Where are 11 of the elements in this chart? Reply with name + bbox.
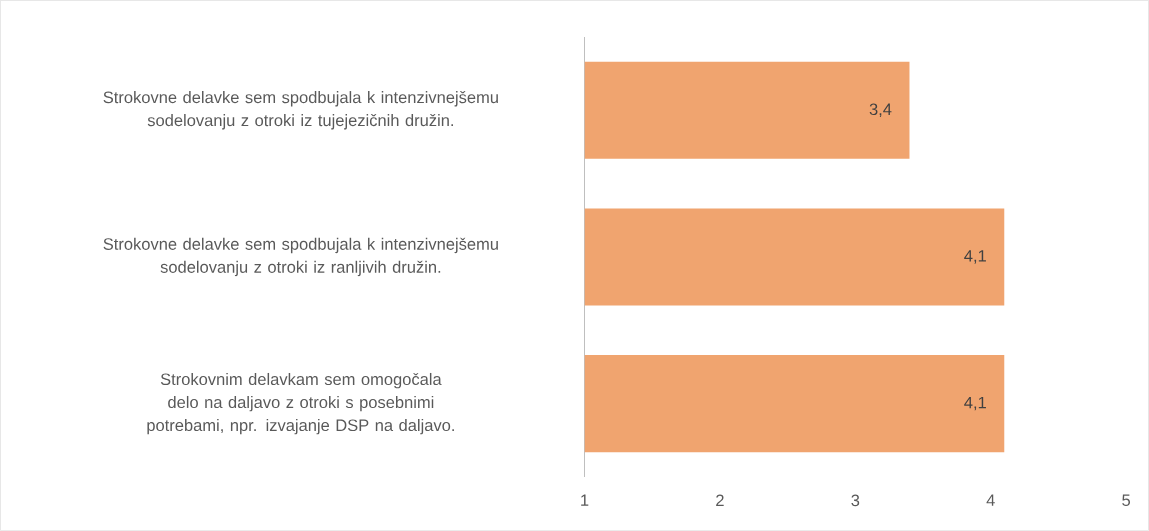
x-tick-label: 1 bbox=[581, 494, 589, 506]
y-tick-label: Strokovne delavke sem spodbujala k intenzivnejšemu sodelovanju z otroki iz tujejezičnih družin. bbox=[103, 91, 498, 130]
y-tick-label: Strokovne delavke sem spodbujala k intenzivnejšemu sodelovanju z otroki iz ranljivih družin. bbox=[103, 237, 498, 277]
data-label: 4,1 bbox=[964, 250, 986, 264]
x-tick-label: 2 bbox=[716, 494, 724, 507]
data-label: 3,4 bbox=[869, 103, 892, 118]
x-tick-label: 4 bbox=[986, 494, 995, 506]
y-tick-label: Strokovnim delavkam sem omogočala delo na daljavo z otroki s posebnimi potrebami, npr. izvajanje DSP na daljavo. bbox=[147, 372, 454, 435]
data-label: 4,1 bbox=[964, 396, 986, 411]
x-tick-label: 3 bbox=[851, 494, 860, 507]
x-tick-label: 5 bbox=[1122, 494, 1131, 507]
